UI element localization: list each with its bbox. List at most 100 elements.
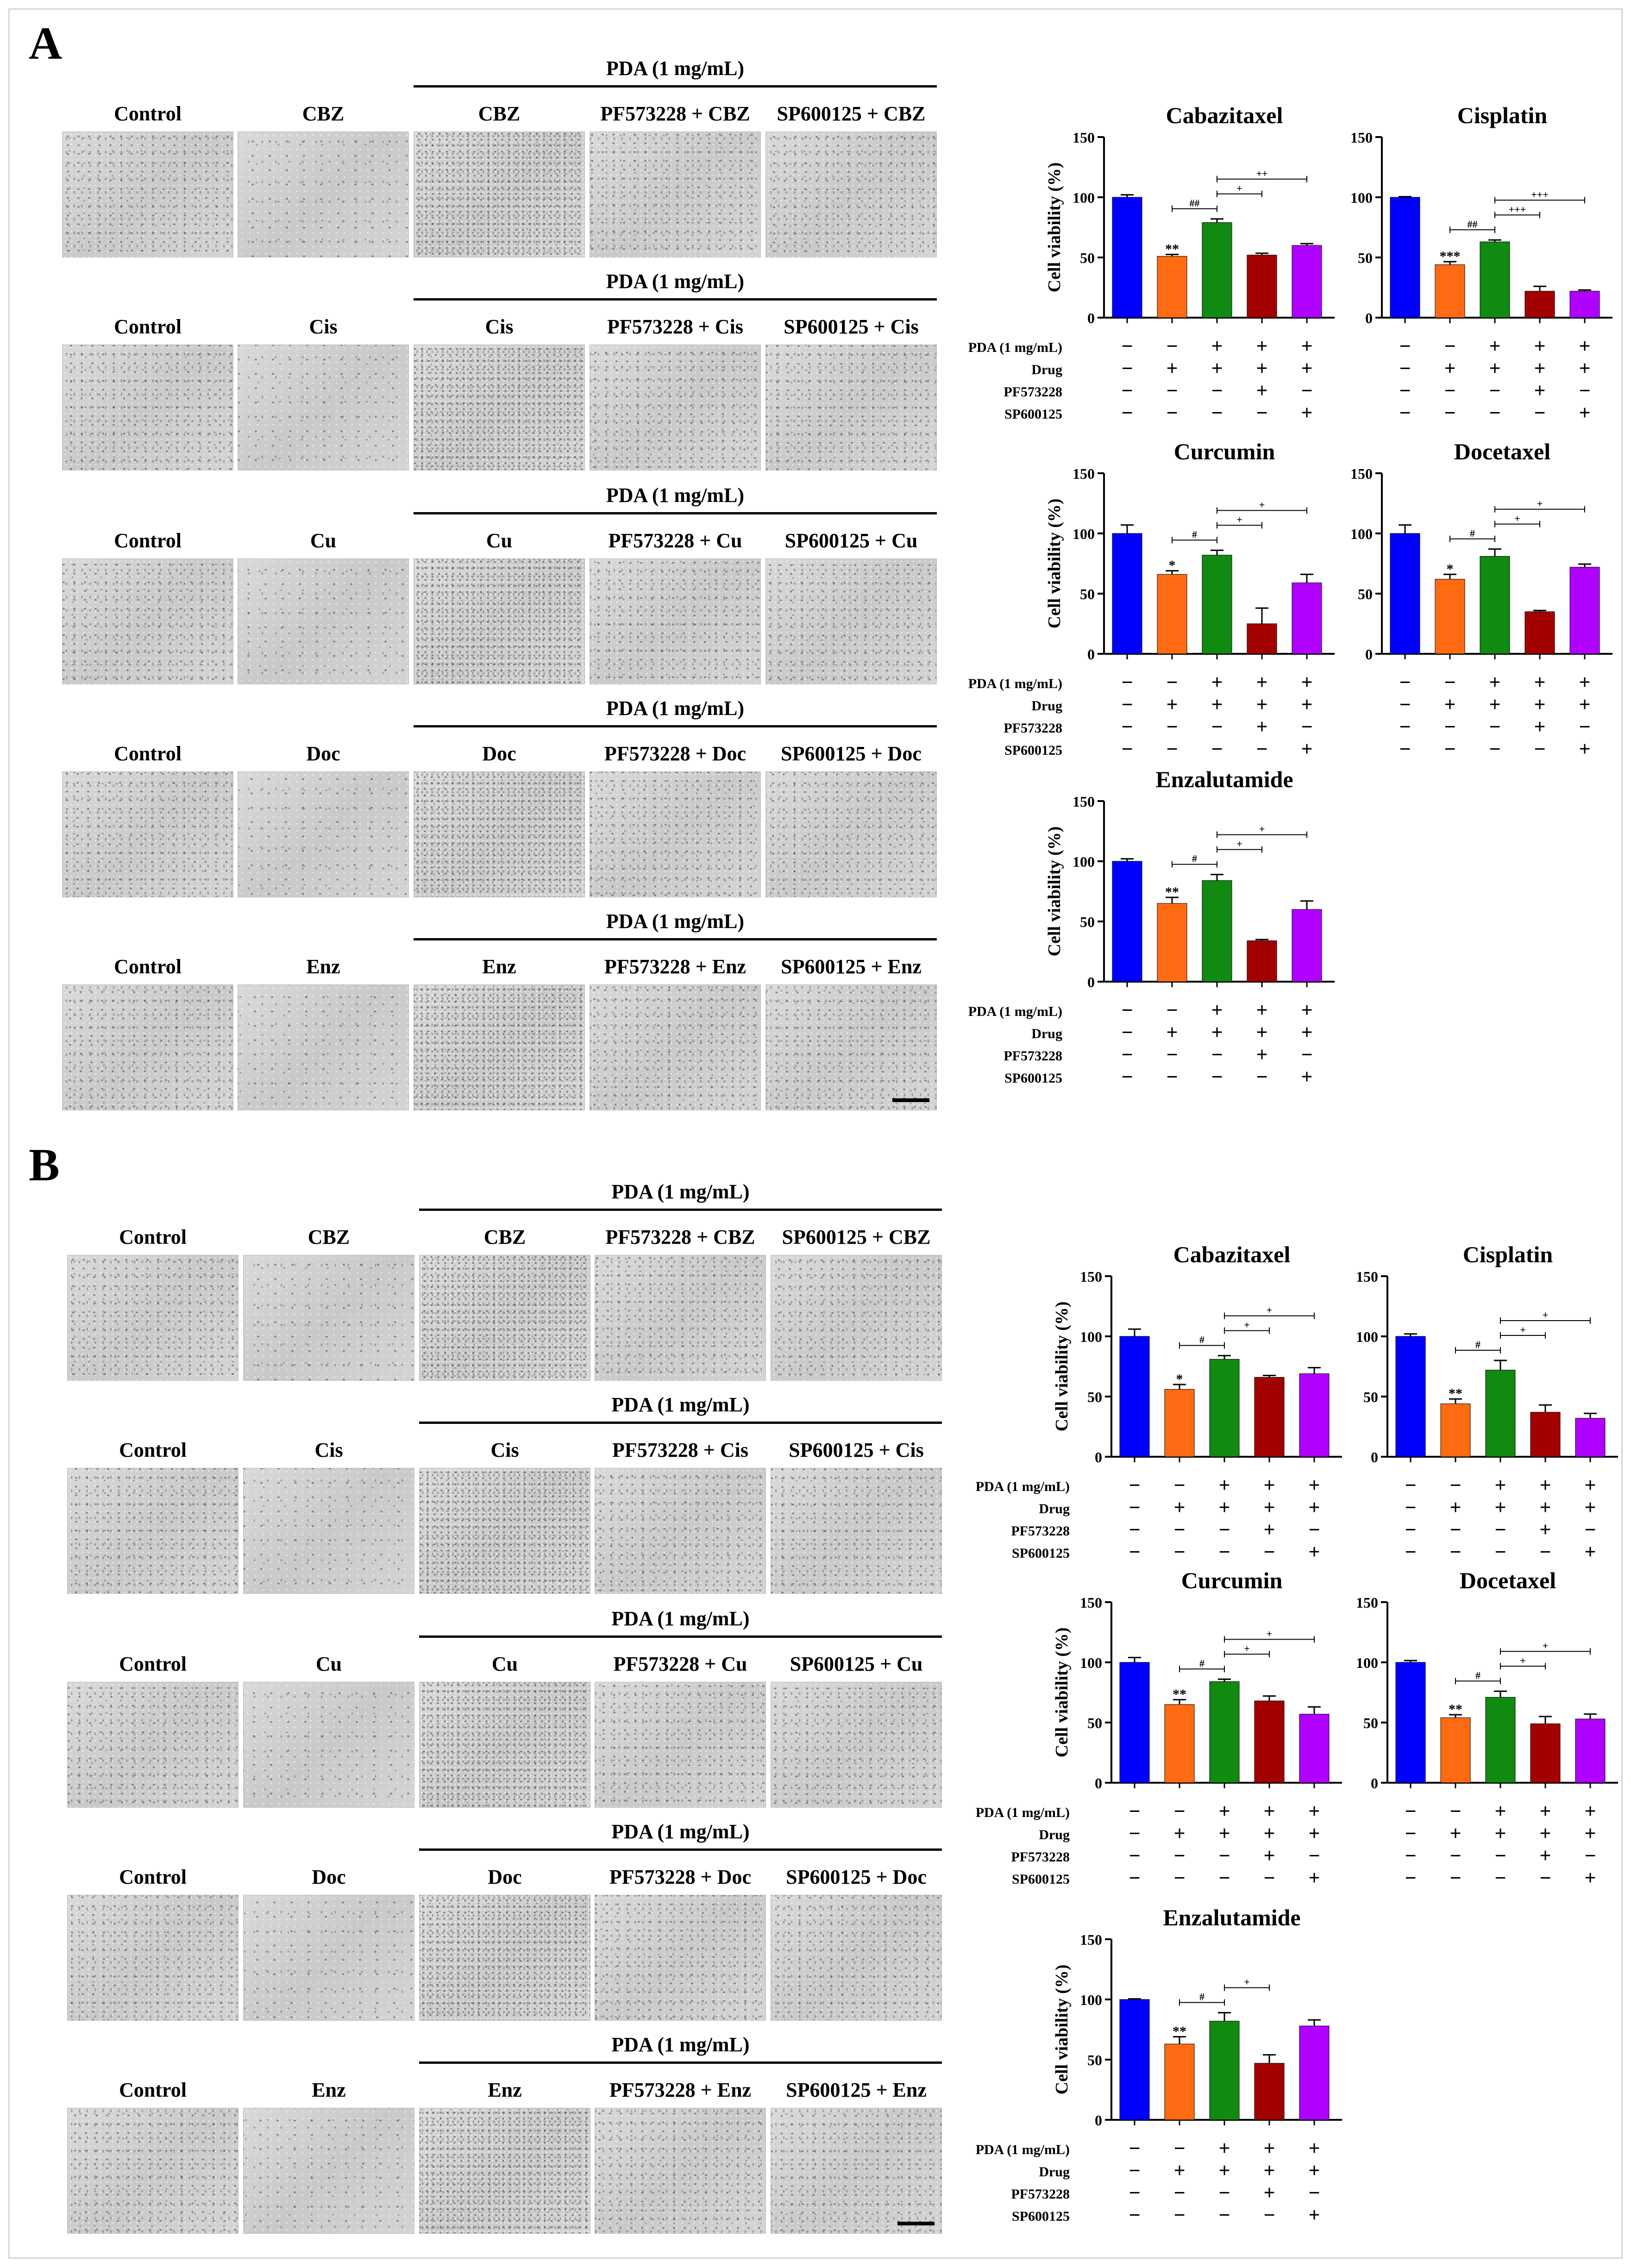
bar bbox=[1164, 1389, 1195, 1457]
condition-sign: + bbox=[1211, 357, 1223, 380]
significance-stars: * bbox=[1176, 1372, 1183, 1387]
micrograph-image bbox=[238, 132, 409, 257]
condition-sign: + bbox=[1301, 671, 1312, 694]
bar bbox=[1112, 861, 1142, 982]
condition-row-label: PF573228 bbox=[1004, 1048, 1062, 1064]
y-tick-label: 150 bbox=[1350, 465, 1373, 482]
condition-row-label: PDA (1 mg/mL) bbox=[976, 2142, 1070, 2157]
condition-sign: + bbox=[1308, 2159, 1320, 2182]
bracket-label: ## bbox=[1190, 197, 1200, 209]
pda-header: PDA (1 mg/mL) bbox=[611, 1393, 750, 1416]
condition-sign: + bbox=[1579, 738, 1590, 760]
condition-sign: + bbox=[1308, 1496, 1320, 1519]
condition-sign: + bbox=[1173, 2159, 1185, 2182]
condition-row-label: PDA (1 mg/mL) bbox=[968, 340, 1062, 355]
condition-sign: − bbox=[1449, 1541, 1461, 1563]
micrograph-image bbox=[595, 1895, 766, 2021]
condition-sign: + bbox=[1218, 2137, 1230, 2160]
micrograph-image bbox=[771, 1682, 942, 1808]
condition-sign: + bbox=[1301, 999, 1312, 1021]
bar bbox=[1395, 1662, 1426, 1783]
y-tick-label: 50 bbox=[1358, 586, 1373, 602]
condition-sign: + bbox=[1301, 1021, 1312, 1044]
condition-sign: − bbox=[1308, 1844, 1320, 1867]
condition-sign: + bbox=[1263, 1800, 1275, 1823]
bracket-label: + bbox=[1543, 1640, 1549, 1651]
column-label: Cu bbox=[315, 1653, 342, 1675]
condition-row-label: Drug bbox=[1039, 2164, 1070, 2180]
column-label: CBZ bbox=[478, 102, 521, 125]
condition-sign: + bbox=[1263, 1822, 1275, 1845]
condition-sign: − bbox=[1399, 738, 1411, 760]
significance-stars: ** bbox=[1165, 884, 1179, 900]
y-tick-label: 0 bbox=[1087, 646, 1095, 663]
condition-row-label: SP600125 bbox=[1004, 743, 1062, 758]
condition-sign: − bbox=[1489, 715, 1500, 738]
condition-sign: − bbox=[1489, 401, 1500, 424]
condition-sign: + bbox=[1263, 1474, 1275, 1497]
bar bbox=[1164, 2043, 1195, 2120]
micrograph-image bbox=[590, 984, 761, 1110]
micrograph-image bbox=[62, 345, 233, 470]
micrograph-image bbox=[62, 558, 233, 684]
bracket-label: + bbox=[1537, 498, 1543, 509]
condition-row-label: SP600125 bbox=[1004, 1071, 1062, 1086]
significance-stars: ** bbox=[1173, 1687, 1186, 1702]
bar bbox=[1440, 1403, 1471, 1457]
condition-sign: − bbox=[1399, 715, 1411, 738]
bracket-label: +++ bbox=[1509, 203, 1526, 215]
bar bbox=[1157, 574, 1187, 654]
condition-sign: + bbox=[1579, 671, 1590, 694]
y-tick-label: 50 bbox=[1358, 250, 1373, 266]
condition-sign: − bbox=[1166, 671, 1178, 694]
condition-sign: + bbox=[1534, 715, 1545, 738]
bar bbox=[1164, 1704, 1195, 1783]
micrograph-image bbox=[67, 1468, 238, 1594]
micrograph-image bbox=[590, 132, 761, 257]
condition-sign: + bbox=[1534, 671, 1545, 694]
condition-sign: + bbox=[1301, 738, 1312, 760]
bracket-label: # bbox=[1475, 1669, 1480, 1681]
column-label: SP600125 + Doc bbox=[786, 1866, 927, 1888]
micrograph-image bbox=[595, 1255, 766, 1381]
bar bbox=[1202, 222, 1232, 318]
y-tick-label: 50 bbox=[1363, 1389, 1378, 1405]
condition-sign: − bbox=[1405, 1800, 1416, 1823]
pda-bracket-line bbox=[419, 1635, 942, 1638]
pda-header: PDA (1 mg/mL) bbox=[611, 1607, 750, 1630]
column-label: PF573228 + Enz bbox=[604, 955, 746, 978]
column-label: Doc bbox=[312, 1866, 346, 1888]
bar bbox=[1569, 291, 1600, 318]
condition-sign: + bbox=[1211, 999, 1223, 1021]
condition-sign: + bbox=[1539, 1822, 1551, 1845]
micrograph-image bbox=[771, 2108, 942, 2234]
column-label: SP600125 + Cis bbox=[789, 1439, 924, 1461]
condition-sign: − bbox=[1534, 401, 1545, 424]
condition-sign: − bbox=[1121, 738, 1133, 760]
micrograph-image bbox=[419, 2108, 590, 2234]
condition-sign: − bbox=[1121, 1065, 1133, 1088]
condition-sign: + bbox=[1494, 1822, 1506, 1845]
y-tick-label: 0 bbox=[1371, 1449, 1378, 1466]
condition-row-label: PDA (1 mg/mL) bbox=[968, 676, 1062, 691]
column-label: Enz bbox=[488, 2079, 522, 2101]
condition-sign: + bbox=[1218, 1800, 1230, 1823]
y-tick-label: 50 bbox=[1087, 2052, 1102, 2068]
bracket-label: + bbox=[1520, 1324, 1526, 1335]
condition-sign: + bbox=[1489, 693, 1500, 716]
micrograph-image bbox=[238, 984, 409, 1110]
condition-sign: − bbox=[1121, 357, 1133, 380]
bracket-label: # bbox=[1199, 1334, 1204, 1346]
bar bbox=[1254, 1700, 1285, 1783]
condition-sign: + bbox=[1211, 671, 1223, 694]
condition-sign: + bbox=[1584, 1800, 1596, 1823]
pda-header: PDA (1 mg/mL) bbox=[606, 270, 745, 293]
condition-sign: + bbox=[1256, 999, 1267, 1021]
condition-sign: + bbox=[1301, 335, 1312, 357]
column-label: PF573228 + Doc bbox=[604, 742, 746, 765]
panel-letter-A: A bbox=[29, 18, 63, 69]
chart-title: Curcumin bbox=[1174, 439, 1275, 464]
condition-sign: − bbox=[1405, 1822, 1416, 1845]
